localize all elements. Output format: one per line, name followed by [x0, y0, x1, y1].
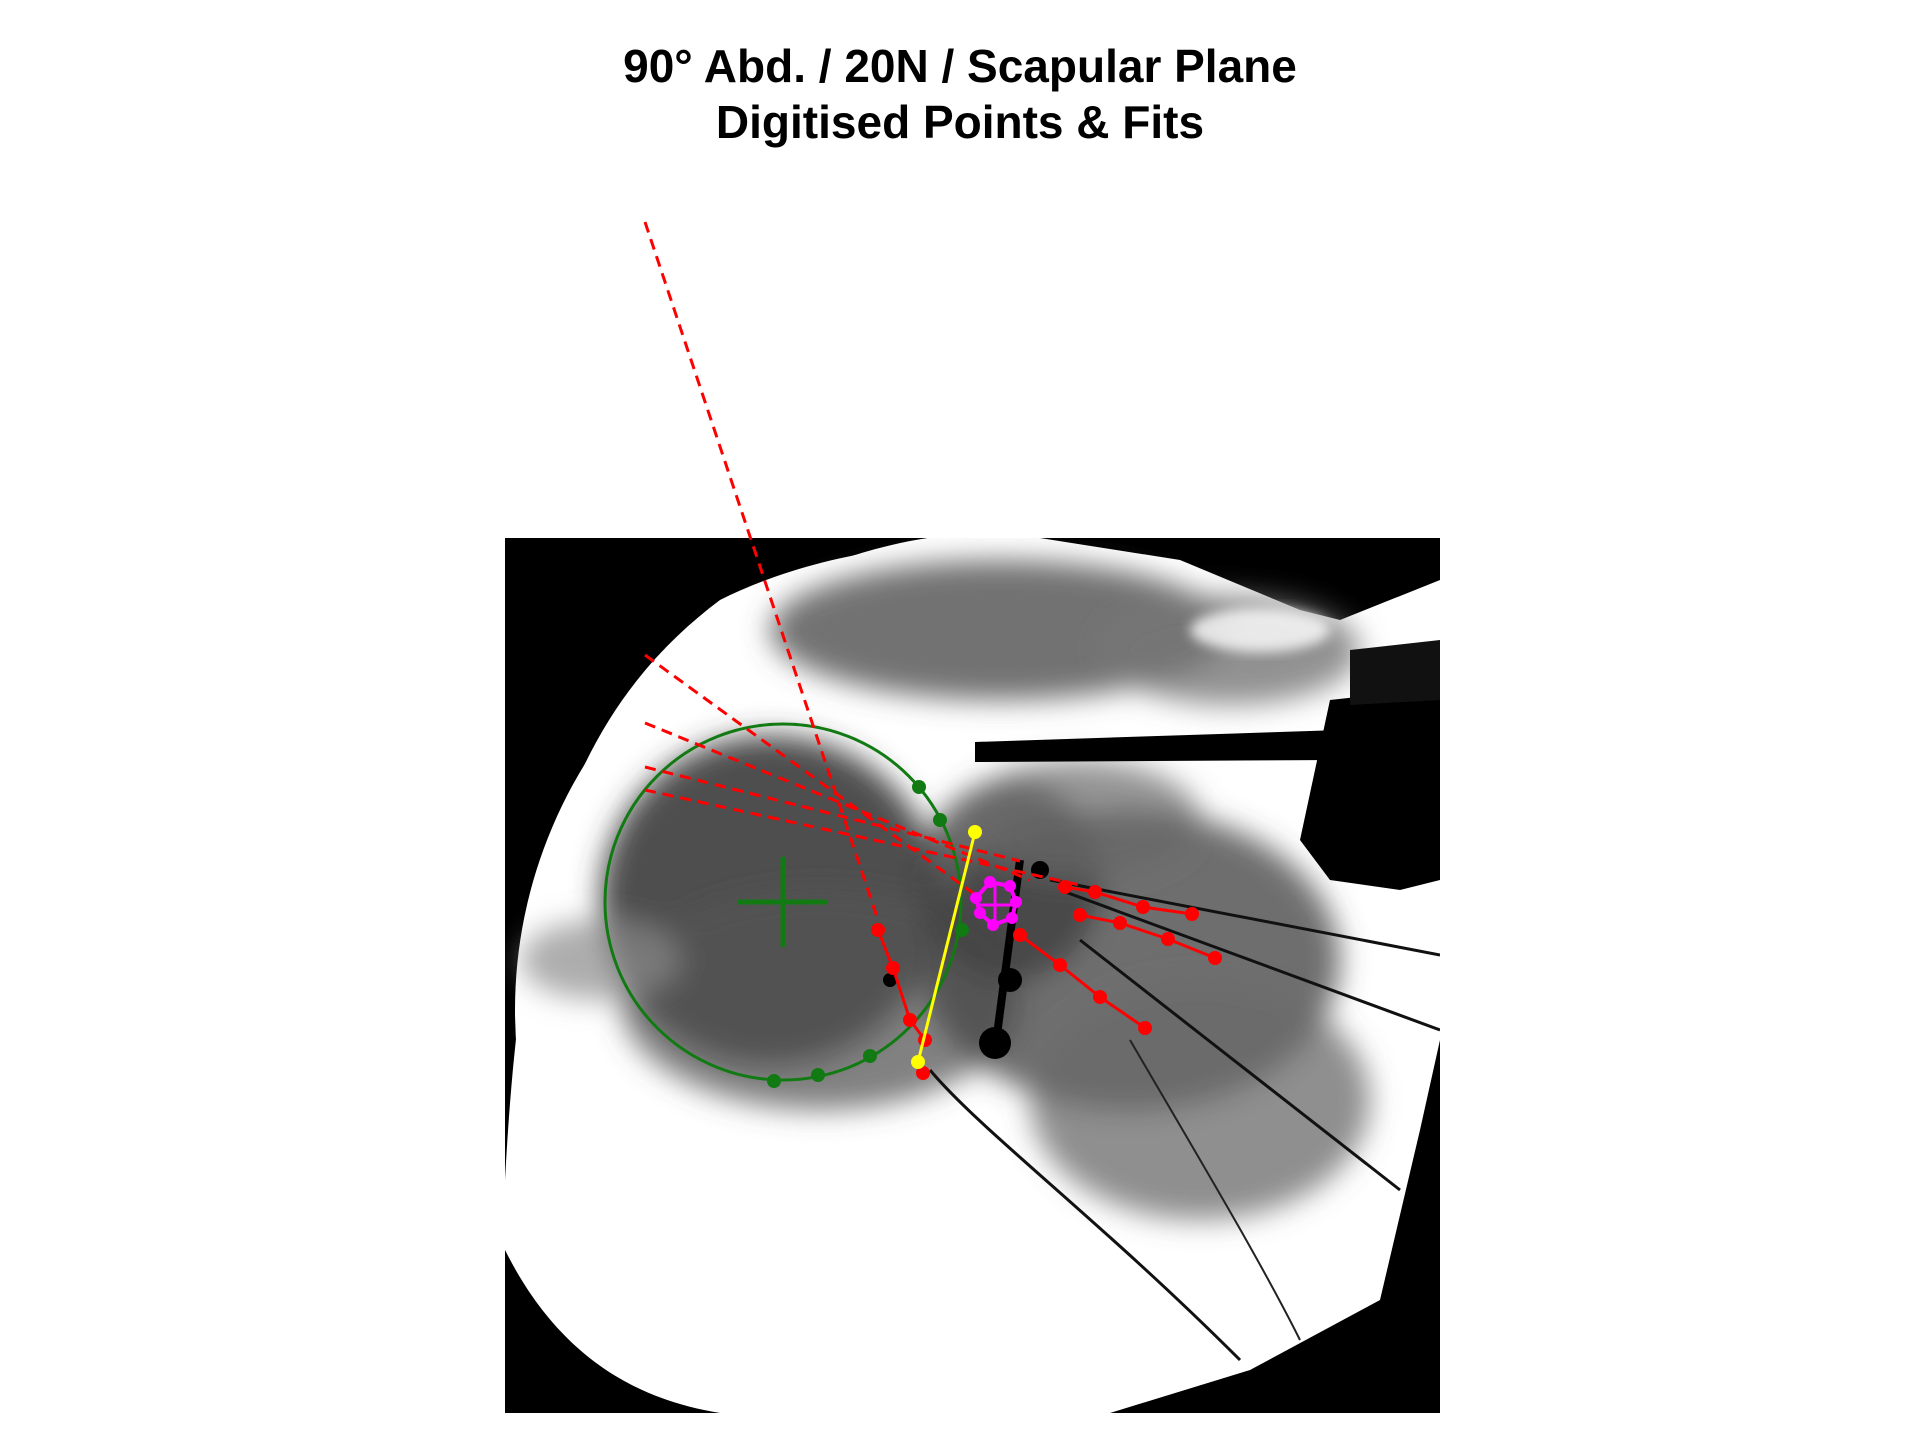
scapula-point: [1053, 958, 1067, 972]
device-top-block: [1350, 640, 1440, 705]
scapula-body-line: [1079, 913, 1216, 960]
glenoid-center-points: [970, 876, 1022, 931]
cable-4: [928, 1069, 1242, 1362]
acromion-shadow: [960, 760, 1200, 880]
figure-title-line-2: Digitised Points & Fits: [715, 96, 1205, 148]
cable-3: [1079, 938, 1401, 1192]
scapula-point: [1093, 990, 1107, 1004]
humeral-head-circle-fit: [603, 722, 969, 1088]
humeral-head-circle: [603, 722, 963, 1082]
scapula-point: [1013, 928, 1027, 942]
glenoid-inferior-point: [911, 1055, 925, 1069]
scapula-lateral-border-line: [1019, 933, 1146, 1030]
scapula-point: [903, 1013, 917, 1027]
scapula-point: [1113, 916, 1127, 930]
scapula-point: [1208, 951, 1222, 965]
scapula-point: [1073, 908, 1087, 922]
glenoid-center-point: [1006, 912, 1018, 924]
dashed-axis-2: [644, 653, 981, 900]
clavicle-bright-spot: [1190, 608, 1330, 652]
figure-title-line-1: 90° Abd. / 20N / Scapular Plane: [623, 40, 1297, 92]
scapula-spine-line: [1064, 885, 1193, 916]
marker-wire: [991, 859, 1024, 1051]
support-rod: [975, 730, 1340, 762]
dashed-axis-4: [644, 765, 1021, 863]
glenoid-center-point: [987, 919, 999, 931]
glenoid-superior-point: [968, 825, 982, 839]
scapula-point: [916, 1066, 930, 1080]
glenoid-center-point: [970, 892, 982, 904]
corner-mask-top-left: [505, 538, 700, 780]
scapula-point: [1138, 1021, 1152, 1035]
corner-mask-top-right: [1040, 538, 1440, 620]
loading-device: [1300, 690, 1440, 890]
dashed-axis-5: [644, 788, 1081, 887]
marker-bead-4: [883, 973, 897, 987]
glenoid-rim-line: [876, 929, 927, 1041]
glenoid-center-point: [1004, 880, 1016, 892]
fluoroscopy-image: [505, 538, 1440, 1413]
marker-bead-2: [979, 1027, 1011, 1059]
scapula-lower-shadow: [1030, 980, 1370, 1220]
corner-mask-bottom-right: [1110, 1040, 1440, 1413]
dashed-axis-steep: [643, 221, 880, 921]
scapula-point: [886, 961, 900, 975]
scapula-point: [1058, 880, 1072, 894]
glenoid-center-point: [1010, 896, 1022, 908]
cable-1: [1049, 878, 1440, 957]
dashed-axis-3: [644, 721, 1031, 882]
humeral-head-point: [912, 780, 926, 794]
glenoid-line: [911, 825, 982, 1069]
humeral-head-point: [955, 923, 969, 937]
glenoid-center-point: [984, 876, 996, 888]
glenoid-center-point: [974, 907, 986, 919]
cable-5: [1129, 1039, 1301, 1341]
scapula-point: [1136, 900, 1150, 914]
scapula-point: [871, 923, 885, 937]
humeral-head-point: [767, 1074, 781, 1088]
arm-soft-tissue: [520, 920, 680, 1000]
corner-mask-bottom-left: [505, 1250, 720, 1413]
scapula-point: [1088, 885, 1102, 899]
humeral-head-point: [933, 813, 947, 827]
scapula-axis-lines: [643, 221, 1081, 921]
humeral-head-point: [863, 1049, 877, 1063]
scapula-point: [1185, 907, 1199, 921]
marker-bead-1: [998, 968, 1022, 992]
scapula-digitised-lines: [876, 885, 1216, 1041]
scapula-point: [1161, 932, 1175, 946]
humeral-head-point: [811, 1068, 825, 1082]
cable-2: [1059, 888, 1440, 1032]
glenoid-line-segment: [916, 831, 977, 1063]
